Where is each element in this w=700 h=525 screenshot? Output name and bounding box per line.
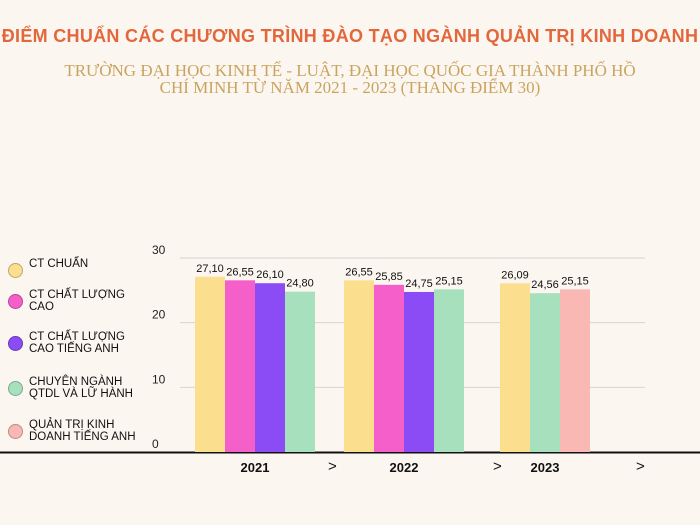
data-label: 24,75: [405, 278, 433, 290]
legend-item-qtdl-lu-hanh: CHUYÊN NGÀNH QTDL VÀ LỮ HÀNH: [8, 376, 139, 400]
bar: [225, 280, 255, 452]
legend-swatch: [8, 381, 23, 396]
legend-item-ct-clc: CT CHẤT LƯỢNG CAO: [8, 289, 139, 313]
legend-label: QUẢN TRỊ KINH DOANH TIẾNG ANH: [29, 419, 136, 443]
legend-label: CT CHUẨN: [29, 258, 89, 270]
data-label: 25,85: [375, 271, 403, 283]
bar: [560, 289, 590, 452]
data-label: 26,09: [501, 269, 529, 281]
legend-label: CT CHẤT LƯỢNG CAO TIẾNG ANH: [29, 331, 125, 355]
bar: [374, 284, 404, 452]
y-tick-label: 20: [152, 308, 166, 322]
bar: [344, 280, 374, 452]
next-arrow-icon[interactable]: >: [636, 458, 645, 475]
chart-title: ĐIỂM CHUẨN CÁC CHƯƠNG TRÌNH ĐÀO TẠO NGÀN…: [1, 26, 699, 46]
bar: [404, 291, 434, 452]
legend-swatch: [8, 336, 23, 351]
data-label: 26,55: [226, 266, 254, 278]
legend-item-qtkd-tieng-anh: QUẢN TRỊ KINH DOANH TIẾNG ANH: [8, 419, 139, 443]
x-tick-label: 2021: [241, 460, 270, 475]
data-label: 25,15: [561, 275, 589, 287]
next-arrow-icon[interactable]: >: [493, 458, 502, 475]
data-label: 25,15: [435, 275, 463, 287]
chart-subtitle: TRƯỜNG ĐẠI HỌC KINH TẾ - LUẬT, ĐẠI HỌC Q…: [64, 61, 636, 97]
bar: [434, 289, 464, 452]
bar: [195, 276, 225, 452]
next-arrow-icon[interactable]: >: [328, 458, 337, 475]
bar: [530, 293, 560, 452]
data-label: 24,80: [286, 278, 314, 290]
legend-swatch: [8, 263, 23, 278]
x-tick-label: 2022: [390, 460, 419, 475]
legend-item-ct-clc-tieng-anh: CT CHẤT LƯỢNG CAO TIẾNG ANH: [8, 331, 139, 355]
data-label: 26,10: [256, 269, 284, 281]
legend-swatch: [8, 424, 23, 439]
y-tick-label: 30: [152, 243, 166, 257]
bar: [255, 283, 285, 452]
legend-label: CT CHẤT LƯỢNG CAO: [29, 289, 125, 313]
data-label: 26,55: [345, 266, 373, 278]
legend-swatch: [8, 294, 23, 309]
data-label: 24,56: [531, 279, 559, 291]
bar: [285, 291, 315, 452]
y-tick-label: 10: [152, 372, 166, 386]
data-label: 27,10: [196, 263, 224, 275]
legend-label: CHUYÊN NGÀNH QTDL VÀ LỮ HÀNH: [29, 376, 133, 400]
bar: [500, 283, 530, 452]
x-tick-label: 2023: [531, 460, 560, 475]
y-tick-label: 0: [152, 437, 159, 451]
legend-item-ct-chuan: CT CHUẨN: [8, 258, 139, 278]
